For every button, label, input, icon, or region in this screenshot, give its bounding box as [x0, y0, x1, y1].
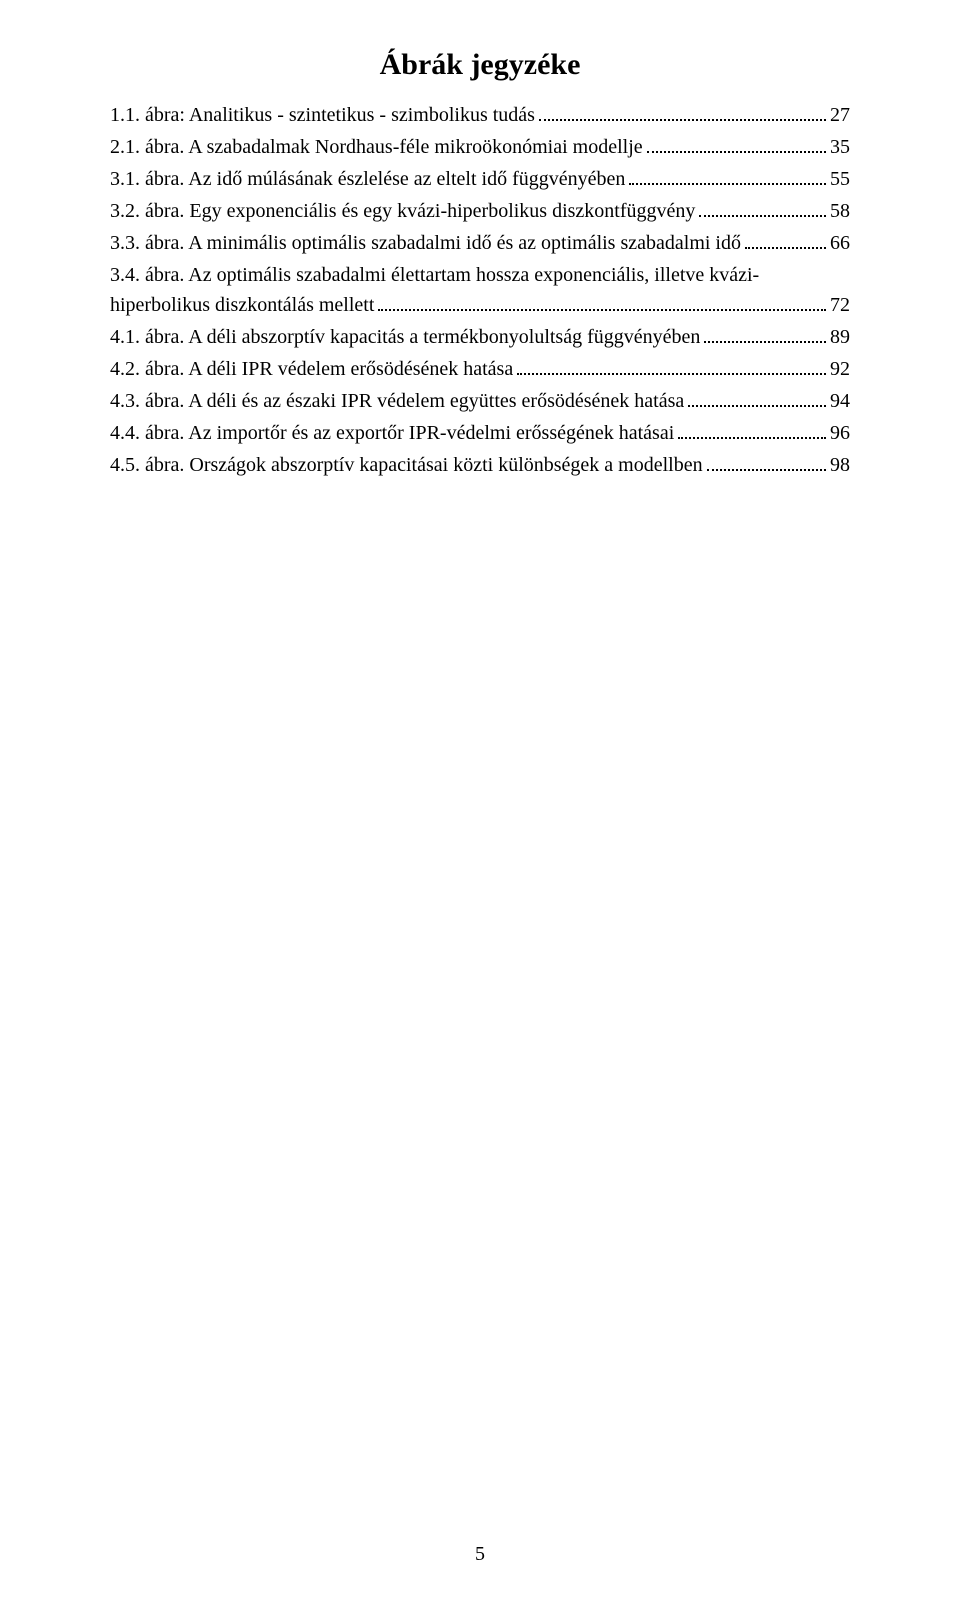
toc-list: 1.1. ábra: Analitikus - szintetikus - sz… [110, 100, 850, 480]
toc-entry-text-cont: hiperbolikus diszkontálás mellett [110, 290, 374, 320]
toc-entry-text: 4.5. ábra. Országok abszorptív kapacitás… [110, 450, 703, 480]
heading-abrak-jegyzeke: Ábrák jegyzéke [110, 48, 850, 82]
footer-page-number: 5 [0, 1543, 960, 1566]
toc-entry-4: 3.3. ábra. A minimális optimális szabada… [110, 228, 850, 258]
toc-entry-page: 92 [830, 354, 850, 384]
toc-entry-text: 4.3. ábra. A déli és az északi IPR védel… [110, 386, 684, 416]
toc-entry-page: 96 [830, 418, 850, 448]
toc-entry-page: 72 [830, 290, 850, 320]
toc-entry-page: 58 [830, 196, 850, 226]
toc-entry-page: 35 [830, 132, 850, 162]
toc-entry-0: 1.1. ábra: Analitikus - szintetikus - sz… [110, 100, 850, 130]
toc-entry-page: 66 [830, 228, 850, 258]
leader-dots [629, 182, 826, 185]
toc-entry-8: 4.3. ábra. A déli és az északi IPR védel… [110, 386, 850, 416]
toc-entry-5-line1: 3.4. ábra. Az optimális szabadalmi élett… [110, 260, 850, 290]
toc-entry-5-line2: hiperbolikus diszkontálás mellett 72 [110, 290, 850, 320]
toc-entry-3: 3.2. ábra. Egy exponenciális és egy kváz… [110, 196, 850, 226]
toc-entry-page: 98 [830, 450, 850, 480]
leader-dots [745, 246, 826, 249]
toc-entry-text: 3.4. ábra. Az optimális szabadalmi élett… [110, 264, 759, 286]
leader-dots [704, 340, 826, 343]
leader-dots [517, 372, 826, 375]
toc-entry-page: 94 [830, 386, 850, 416]
leader-dots [707, 468, 826, 471]
toc-entry-page: 27 [830, 100, 850, 130]
toc-entry-text: 3.2. ábra. Egy exponenciális és egy kváz… [110, 196, 695, 226]
toc-entry-10: 4.5. ábra. Országok abszorptív kapacitás… [110, 450, 850, 480]
leader-dots [378, 308, 826, 311]
toc-entry-page: 89 [830, 322, 850, 352]
toc-entry-6: 4.1. ábra. A déli abszorptív kapacitás a… [110, 322, 850, 352]
toc-entry-2: 3.1. ábra. Az idő múlásának észlelése az… [110, 164, 850, 194]
leader-dots [688, 404, 826, 407]
leader-dots [647, 150, 826, 153]
toc-entry-text: 4.4. ábra. Az importőr és az exportőr IP… [110, 418, 674, 448]
toc-entry-1: 2.1. ábra. A szabadalmak Nordhaus-féle m… [110, 132, 850, 162]
toc-entry-7: 4.2. ábra. A déli IPR védelem erősödésén… [110, 354, 850, 384]
toc-entry-text: 3.3. ábra. A minimális optimális szabada… [110, 228, 741, 258]
toc-entry-9: 4.4. ábra. Az importőr és az exportőr IP… [110, 418, 850, 448]
leader-dots [678, 436, 826, 439]
toc-entry-text: 4.1. ábra. A déli abszorptív kapacitás a… [110, 322, 700, 352]
leader-dots [699, 214, 826, 217]
toc-entry-text: 1.1. ábra: Analitikus - szintetikus - sz… [110, 100, 535, 130]
toc-entry-page: 55 [830, 164, 850, 194]
leader-dots [539, 118, 826, 121]
toc-entry-text: 3.1. ábra. Az idő múlásának észlelése az… [110, 164, 625, 194]
page-container: Ábrák jegyzéke 1.1. ábra: Analitikus - s… [0, 0, 960, 1606]
toc-entry-text: 2.1. ábra. A szabadalmak Nordhaus-féle m… [110, 132, 643, 162]
toc-entry-text: 4.2. ábra. A déli IPR védelem erősödésén… [110, 354, 513, 384]
